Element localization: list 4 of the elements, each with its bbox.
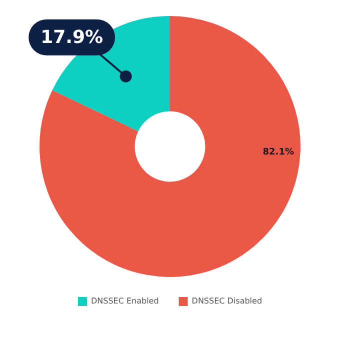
data-label: 17.9% — [40, 27, 104, 48]
legend-label: DNSSEC Disabled — [192, 296, 262, 306]
data-label: 82.1% — [262, 147, 294, 158]
legend-label: DNSSEC Enabled — [90, 296, 159, 306]
